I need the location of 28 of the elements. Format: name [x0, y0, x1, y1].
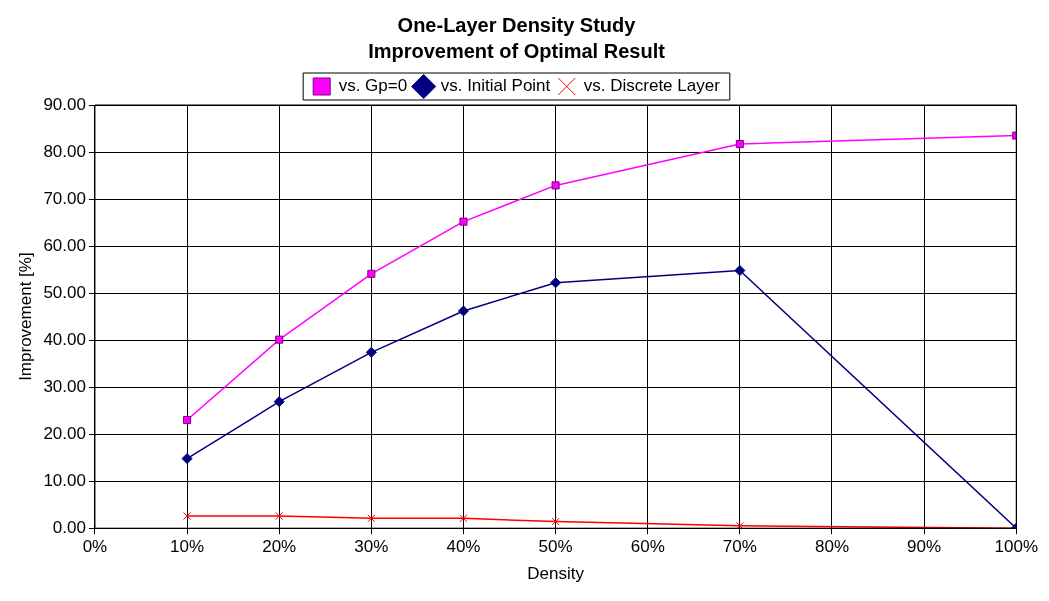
x-tick-label: 10% [170, 537, 205, 557]
y-tick-label: 10.00 [43, 470, 86, 490]
x-tick-label: 30% [354, 537, 389, 557]
legend-label: vs. Discrete Layer [583, 76, 721, 96]
y-tick-label: 60.00 [43, 235, 86, 255]
y-axis-title: Improvement [%] [15, 252, 35, 381]
x-tick-label: 60% [630, 537, 665, 557]
y-tick-label: 70.00 [43, 188, 86, 208]
y-tick-label: 30.00 [43, 376, 86, 396]
y-tick-label: 20.00 [43, 423, 86, 443]
y-tick-label: 50.00 [43, 282, 86, 302]
x-tick-label: 90% [907, 537, 942, 557]
x-tick-label: 70% [722, 537, 757, 557]
y-tick-label: 80.00 [43, 141, 86, 161]
x-tick-label: 0% [82, 537, 108, 557]
x-tick-label: 100% [994, 537, 1038, 557]
legend-label: vs. Initial Point [440, 76, 551, 96]
x-tick-label: 80% [814, 537, 850, 557]
y-tick-label: 0.00 [52, 517, 86, 537]
y-tick-label: 90.00 [43, 94, 86, 114]
x-axis-title: Density [527, 564, 585, 584]
chart-title: One-Layer Density Study [397, 13, 637, 36]
legend-label: vs. Gp=0 [338, 76, 408, 96]
x-tick-label: 40% [446, 537, 481, 557]
x-tick-label: 50% [538, 537, 573, 557]
x-tick-label: 20% [262, 537, 297, 557]
y-tick-label: 40.00 [43, 329, 86, 349]
chart-subtitle: Improvement of Optimal Result [368, 39, 666, 62]
